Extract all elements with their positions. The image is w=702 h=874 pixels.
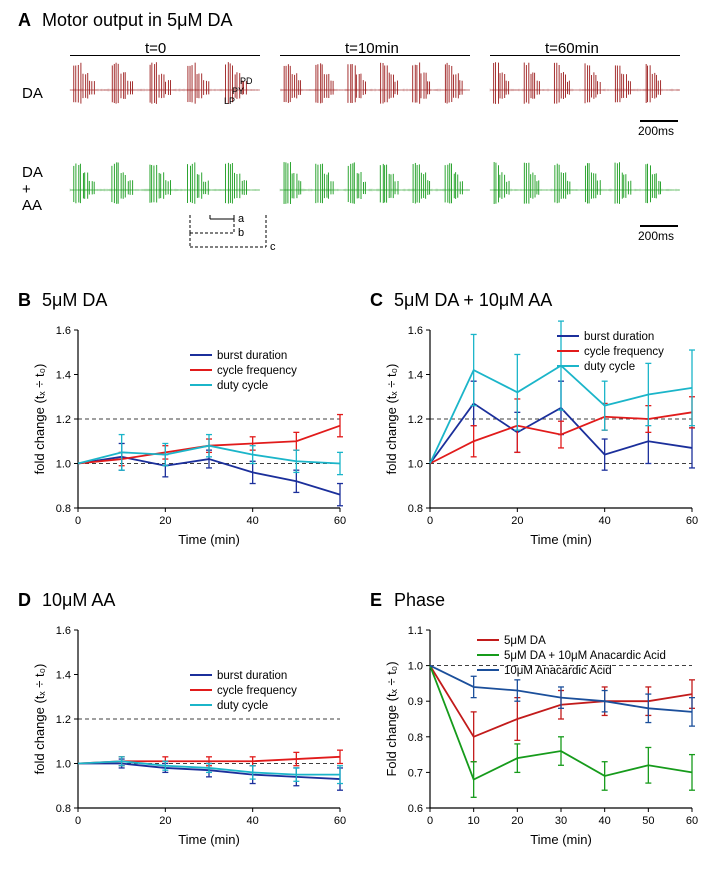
- svg-text:0.6: 0.6: [408, 803, 423, 815]
- svg-text:20: 20: [511, 515, 523, 527]
- svg-text:1.0: 1.0: [56, 759, 71, 771]
- svg-text:0: 0: [75, 515, 81, 527]
- panel-c-title: 5μM DA + 10μM AA: [394, 290, 552, 311]
- panel-d-title: 10μM AA: [42, 590, 115, 611]
- panel-a-label: A: [18, 10, 31, 31]
- panel-b-title: 5μM DA: [42, 290, 107, 311]
- scale-bar-top: [640, 120, 678, 122]
- scale-bar-bot: [640, 225, 678, 227]
- svg-text:1.2: 1.2: [56, 714, 71, 726]
- svg-text:1.4: 1.4: [408, 370, 423, 382]
- panel-e-title: Phase: [394, 590, 445, 611]
- svg-text:1.1: 1.1: [408, 625, 423, 637]
- svg-text:1.0: 1.0: [408, 459, 423, 471]
- col-rule-1: [280, 55, 470, 56]
- svg-text:1.2: 1.2: [56, 414, 71, 426]
- svg-text:20: 20: [159, 815, 171, 827]
- svg-text:0.8: 0.8: [408, 732, 423, 744]
- svg-text:40: 40: [247, 515, 259, 527]
- neuron-lp: LP: [224, 96, 235, 106]
- panel-d-label: D: [18, 590, 31, 611]
- svg-text:Time (min): Time (min): [530, 832, 592, 847]
- panel-e-label: E: [370, 590, 382, 611]
- svg-text:10μM Anacardic Acid: 10μM Anacardic Acid: [504, 665, 612, 677]
- svg-text:duty cycle: duty cycle: [217, 380, 268, 392]
- panel-a-title: Motor output in 5μM DA: [42, 10, 232, 31]
- svg-text:duty cycle: duty cycle: [217, 700, 268, 712]
- svg-text:0: 0: [427, 815, 433, 827]
- svg-text:1.2: 1.2: [408, 414, 423, 426]
- svg-text:60: 60: [686, 515, 698, 527]
- svg-text:cycle frequency: cycle frequency: [217, 685, 297, 697]
- svg-text:0.8: 0.8: [408, 503, 423, 515]
- svg-text:10: 10: [468, 815, 480, 827]
- svg-text:20: 20: [511, 815, 523, 827]
- svg-text:a: a: [238, 215, 245, 225]
- svg-text:duty cycle: duty cycle: [584, 361, 635, 373]
- svg-text:0.8: 0.8: [56, 803, 71, 815]
- svg-text:5μM DA + 10μM Anacardic Acid: 5μM DA + 10μM Anacardic Acid: [504, 650, 666, 662]
- svg-text:60: 60: [334, 515, 346, 527]
- svg-text:60: 60: [334, 815, 346, 827]
- svg-text:0.7: 0.7: [408, 767, 423, 779]
- svg-text:fold change (tₓ ÷ t₀): fold change (tₓ ÷ t₀): [32, 664, 47, 775]
- panel-d-chart: 0.8 1.0 1.2 1.4 1.6 0 20 40 60 fold change (tₓ ÷ …: [30, 620, 350, 850]
- svg-text:fold change (tₓ ÷ t₀): fold change (tₓ ÷ t₀): [384, 364, 399, 475]
- svg-text:burst duration: burst duration: [584, 331, 654, 343]
- neuron-py: PY: [232, 86, 244, 96]
- panel-c-label: C: [370, 290, 383, 311]
- panel-e-chart: 0.6 0.7 0.8 0.9 1.0 1.1 0 10 20 30 40 50 60 Fold chan…: [382, 620, 702, 850]
- svg-text:burst duration: burst duration: [217, 670, 287, 682]
- svg-text:50: 50: [642, 815, 654, 827]
- row-da: DA: [22, 85, 43, 102]
- svg-text:1.6: 1.6: [56, 325, 71, 337]
- row-da-aa: DA+AA: [22, 165, 43, 215]
- svg-text:1.6: 1.6: [408, 325, 423, 337]
- panel-a-traces: [60, 60, 690, 260]
- panel-b-label: B: [18, 290, 31, 311]
- svg-text:fold change (tₓ ÷ t₀): fold change (tₓ ÷ t₀): [32, 364, 47, 475]
- svg-text:burst duration: burst duration: [217, 350, 287, 362]
- svg-text:0.8: 0.8: [56, 503, 71, 515]
- panel-a-brackets: a b c: [160, 215, 280, 265]
- svg-text:0: 0: [75, 815, 81, 827]
- svg-text:b: b: [238, 227, 244, 239]
- svg-text:1.0: 1.0: [408, 661, 423, 673]
- svg-text:40: 40: [599, 815, 611, 827]
- neuron-pd: PD: [240, 76, 253, 86]
- col-rule-0: [70, 55, 260, 56]
- svg-text:0: 0: [427, 515, 433, 527]
- svg-text:Time (min): Time (min): [178, 532, 240, 547]
- col-rule-2: [490, 55, 680, 56]
- scale-text-top: 200ms: [638, 124, 674, 138]
- svg-text:1.6: 1.6: [56, 625, 71, 637]
- svg-text:0.9: 0.9: [408, 696, 423, 708]
- svg-text:40: 40: [599, 515, 611, 527]
- scale-text-bot: 200ms: [638, 229, 674, 243]
- svg-text:c: c: [270, 241, 276, 253]
- svg-text:5μM DA: 5μM DA: [504, 635, 546, 647]
- svg-text:30: 30: [555, 815, 567, 827]
- svg-text:40: 40: [247, 815, 259, 827]
- svg-text:60: 60: [686, 815, 698, 827]
- svg-text:1.4: 1.4: [56, 670, 71, 682]
- svg-text:1.0: 1.0: [56, 459, 71, 471]
- panel-c-chart: 0.8 1.0 1.2 1.4 1.6 0 20 40 60 fold change (tₓ ÷ …: [382, 320, 702, 550]
- svg-text:Fold change (tₓ ÷ t₀): Fold change (tₓ ÷ t₀): [384, 661, 399, 776]
- panel-b-chart: 0.8 1.0 1.2 1.4 1.6 0 20 40 60 fold change (tₓ ÷ …: [30, 320, 350, 550]
- svg-text:Time (min): Time (min): [178, 832, 240, 847]
- svg-text:cycle frequency: cycle frequency: [217, 365, 297, 377]
- svg-text:cycle frequency: cycle frequency: [584, 346, 664, 358]
- svg-text:Time (min): Time (min): [530, 532, 592, 547]
- svg-text:20: 20: [159, 515, 171, 527]
- svg-text:1.4: 1.4: [56, 370, 71, 382]
